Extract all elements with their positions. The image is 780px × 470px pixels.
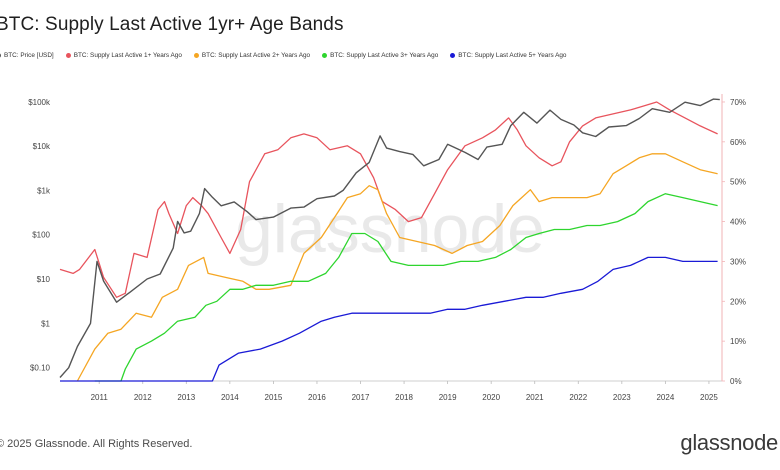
y-left-tick-label: $1 — [41, 319, 50, 328]
y-left-tick-label: $0.10 — [30, 364, 51, 373]
y-left-tick-label: $10k — [33, 142, 51, 151]
legend-item[interactable]: BTC: Supply Last Active 3+ Years Ago — [322, 52, 438, 59]
series-line-btc-supply-last-active-5-years-ago — [60, 256, 718, 382]
legend-label: BTC: Supply Last Active 1+ Years Ago — [73, 52, 182, 59]
series-line-btc-supply-last-active-3-years-ago — [94, 193, 718, 382]
x-tick-label: 2018 — [395, 393, 413, 402]
legend-item[interactable]: BTC: Supply Last Active 2+ Years Ago — [193, 52, 311, 59]
chart-series — [59, 98, 720, 382]
y-right-tick-label: 10% — [730, 337, 746, 346]
chart-axes: 2011 2012 2013 2014 2015 2016 2017 2018 2019 2020… — [28, 94, 746, 402]
x-tick-label: 2017 — [352, 393, 370, 402]
x-tick-label: 2022 — [569, 393, 587, 402]
y-right-tick-label: 70% — [730, 98, 746, 107]
legend-swatch — [65, 53, 71, 58]
y-right-tick-label: 50% — [730, 178, 746, 187]
x-tick-label: 2021 — [526, 393, 544, 402]
y-right-tick-label: 60% — [730, 138, 746, 147]
legend-swatch — [0, 53, 1, 58]
legend: BTC: Price [USD] BTC: Supply Last Active … — [0, 52, 566, 59]
watermark: glassnode — [235, 191, 545, 267]
x-tick-label: 2013 — [177, 393, 195, 402]
x-tick-label: 2019 — [439, 393, 457, 402]
y-right-tick-label: 20% — [730, 297, 746, 306]
x-tick-label: 2023 — [613, 393, 631, 402]
series-line-btc-supply-last-active-2-years-ago — [76, 153, 718, 382]
y-right-tick-label: 0% — [730, 377, 742, 386]
x-tick-label: 2024 — [656, 393, 674, 402]
x-tick-label: 2011 — [91, 393, 109, 402]
legend-item[interactable]: BTC: Price [USD] — [0, 52, 54, 59]
x-tick-label: 2020 — [482, 393, 500, 402]
legend-label: BTC: Price [USD] — [4, 52, 54, 59]
legend-swatch — [193, 53, 199, 58]
legend-swatch — [450, 53, 456, 58]
x-tick-label: 2025 — [700, 393, 718, 402]
x-tick-label: 2014 — [221, 393, 239, 402]
x-tick-label: 2016 — [308, 393, 326, 402]
legend-label: BTC: Supply Last Active 5+ Years Ago — [458, 52, 567, 59]
footer-copyright: © 2025 Glassnode. All Rights Reserved. — [0, 438, 193, 450]
legend-item[interactable]: BTC: Supply Last Active 5+ Years Ago — [450, 52, 566, 59]
y-left-tick-label: $10 — [37, 275, 51, 284]
y-left-tick-label: $100k — [28, 98, 51, 107]
series-line-btc-supply-last-active-1-years-ago — [59, 101, 718, 298]
x-tick-label: 2012 — [134, 393, 152, 402]
legend-label: BTC: Supply Last Active 3+ Years Ago — [330, 52, 439, 59]
series-line-btc-price-usd — [59, 98, 720, 378]
y-left-tick-label: $1k — [37, 186, 51, 195]
y-left-tick-label: $100 — [32, 231, 50, 240]
legend-swatch — [322, 53, 328, 58]
legend-item[interactable]: BTC: Supply Last Active 1+ Years Ago — [65, 52, 182, 59]
chart-title: BTC: Supply Last Active 1yr+ Age Bands — [0, 14, 344, 35]
y-right-tick-label: 30% — [730, 257, 746, 266]
x-tick-label: 2015 — [265, 393, 283, 402]
glassnode-logo[interactable]: glassnode — [680, 430, 778, 455]
chart-plot-area: glassnode 2011 2012 2013 2014 2015 2016 2017 20… — [28, 94, 746, 402]
y-right-tick-label: 40% — [730, 218, 746, 227]
legend-label: BTC: Supply Last Active 2+ Years Ago — [201, 52, 311, 59]
